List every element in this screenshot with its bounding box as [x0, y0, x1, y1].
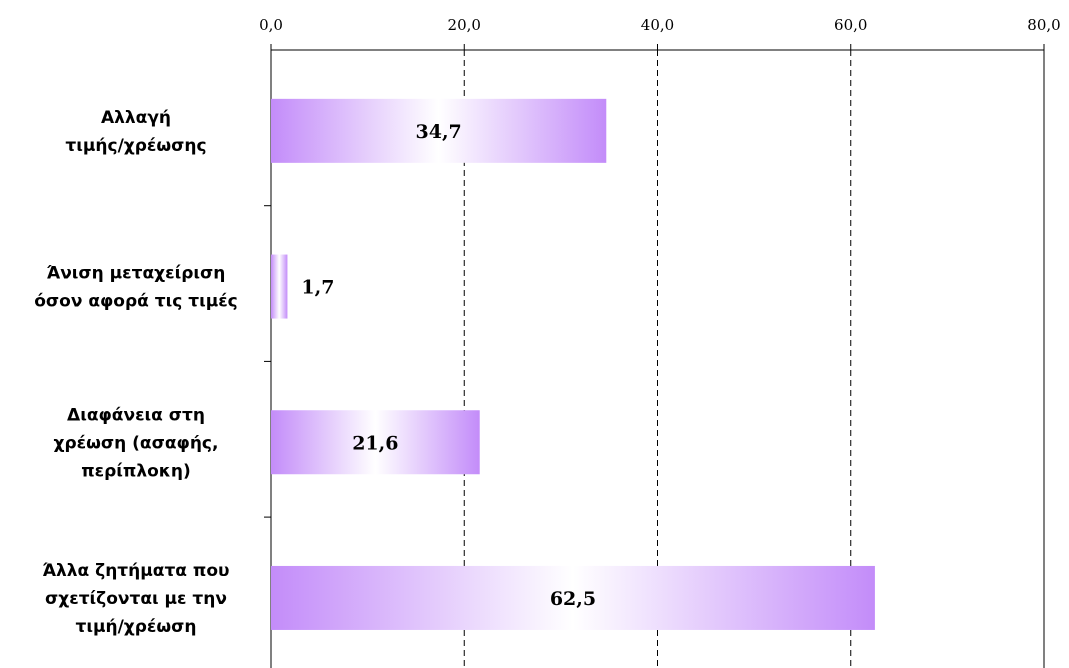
x-tick-label: 0,0 [259, 16, 283, 34]
x-tick-label: 80,0 [1027, 16, 1060, 34]
bar [271, 410, 480, 475]
x-tick-label: 40,0 [641, 16, 674, 34]
data-label: 62,5 [550, 588, 596, 610]
category-label: Άλλα ζητήματα που σχετίζονται με την τιμή/… [42, 561, 229, 637]
category-label: Αλλαγή τιμής/χρέωσης [65, 108, 206, 156]
data-label: 1,7 [301, 277, 334, 299]
category-label: Διαφάνεια στη χρέωση (ασαφής, περίπλοκη) [54, 405, 219, 481]
category-label-line: σχετίζονται με την [45, 589, 227, 609]
data-label: 21,6 [352, 432, 398, 454]
category-label-line: τιμή/χρέωση [75, 617, 196, 637]
bar [271, 254, 288, 319]
category-label-line: όσον αφορά τις τιμές [34, 292, 238, 312]
bar [271, 565, 875, 630]
data-label: 34,7 [416, 121, 462, 143]
category-label-line: Άλλα ζητήματα που [42, 561, 229, 581]
category-label-line: τιμής/χρέωσης [65, 136, 206, 156]
x-tick-label: 60,0 [834, 16, 867, 34]
bar [271, 98, 607, 163]
bars [271, 98, 875, 630]
category-label-line: χρέωση (ασαφής, [54, 433, 219, 453]
labels: 34,7 Αλλαγή τιμής/χρέωσης 1,7 Άνιση μεταχείρ… [34, 108, 596, 637]
category-label-line: περίπλοκη) [81, 461, 191, 481]
category-label-line: Αλλαγή [101, 108, 171, 128]
x-tick-label: 20,0 [448, 16, 481, 34]
category-label-line: Διαφάνεια στη [67, 405, 205, 425]
category-label-line: Άνιση μεταχείριση [47, 264, 226, 284]
category-label: Άνιση μεταχείριση όσον αφορά τις τιμές [34, 264, 238, 312]
